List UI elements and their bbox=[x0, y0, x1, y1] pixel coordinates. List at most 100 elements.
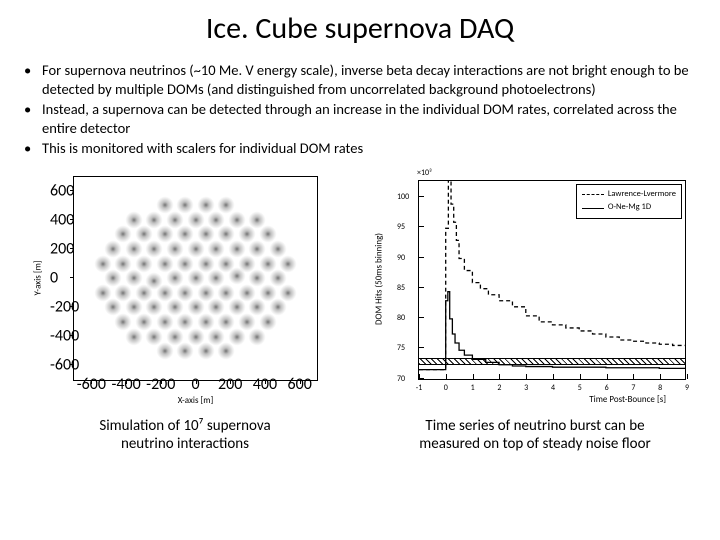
scatter-point bbox=[193, 305, 198, 310]
y-tick-label: -400 bbox=[50, 327, 79, 346]
x-tick-label: 3 bbox=[524, 383, 528, 393]
scatter-point bbox=[183, 319, 188, 324]
legend-swatch-solid bbox=[582, 208, 604, 209]
scatter-point bbox=[234, 217, 239, 222]
scatter-point bbox=[152, 334, 157, 339]
scatter-point bbox=[224, 232, 229, 237]
legend-label: O-Ne-Mg 1D bbox=[608, 201, 651, 215]
x-tick-label: 5 bbox=[578, 383, 582, 393]
x-tick-label: 0 bbox=[444, 383, 448, 393]
y-tick-label: 95 bbox=[397, 222, 405, 232]
y-tick-label: 100 bbox=[397, 192, 409, 202]
scatter-point bbox=[255, 217, 260, 222]
x-tick-label: 9 bbox=[685, 383, 689, 393]
y-tick-label: 0 bbox=[50, 269, 58, 288]
timeseries-figure: ×10³ Lawrence-Lvermore O-Ne-Mg 1D Time P… bbox=[370, 166, 700, 453]
scatter-point bbox=[224, 290, 229, 295]
scatter-point bbox=[224, 261, 229, 266]
bullet-item: • Instead, a supernova can be detected t… bbox=[20, 100, 700, 137]
scatter-point bbox=[203, 203, 208, 208]
scatter-point bbox=[183, 349, 188, 354]
y-tick-label: 400 bbox=[50, 211, 74, 230]
scatter-point bbox=[141, 319, 146, 324]
scatter-point bbox=[255, 247, 260, 252]
scatter-point bbox=[141, 232, 146, 237]
scatter-point bbox=[162, 261, 167, 266]
scatter-point bbox=[172, 217, 177, 222]
scatter-point bbox=[110, 305, 115, 310]
caption-line: measured on top of steady noise floor bbox=[419, 435, 650, 453]
scatter-point bbox=[286, 290, 291, 295]
scatter-point bbox=[162, 290, 167, 295]
scatter-point bbox=[152, 247, 157, 252]
scatter-point bbox=[286, 261, 291, 266]
scatter-point bbox=[234, 334, 239, 339]
legend-item: Lawrence-Lvermore bbox=[582, 188, 676, 202]
scatter-point bbox=[121, 319, 126, 324]
caption-line: Time series of neutrino burst can be bbox=[425, 417, 644, 435]
x-tick-label: 400 bbox=[253, 375, 277, 394]
scatter-point bbox=[203, 290, 208, 295]
scatter-point bbox=[203, 261, 208, 266]
scatter-point bbox=[245, 261, 250, 266]
timeseries-plot: ×10³ Lawrence-Lvermore O-Ne-Mg 1D Time P… bbox=[370, 166, 700, 411]
scatter-point bbox=[183, 232, 188, 237]
y-tick-label: 75 bbox=[397, 343, 405, 353]
scatter-point bbox=[245, 290, 250, 295]
scatter-point bbox=[162, 232, 167, 237]
scatter-point bbox=[121, 290, 126, 295]
scatter-point bbox=[100, 261, 105, 266]
scatter-point bbox=[110, 247, 115, 252]
scatter-point bbox=[234, 305, 239, 310]
timeseries-caption: Time series of neutrino burst can be mea… bbox=[419, 417, 650, 453]
x-tick-label: 6 bbox=[605, 383, 609, 393]
scatter-point bbox=[100, 290, 105, 295]
scatter-point bbox=[214, 217, 219, 222]
x-tick-label: 200 bbox=[218, 375, 242, 394]
bullet-list: • For supernova neutrinos (~10 Me. V ene… bbox=[20, 61, 700, 158]
scatter-point bbox=[193, 217, 198, 222]
x-tick-label: -200 bbox=[146, 375, 175, 394]
scatter-point bbox=[172, 247, 177, 252]
scatter-point bbox=[255, 276, 260, 281]
scatter-point bbox=[255, 305, 260, 310]
bullet-mark: • bbox=[20, 139, 42, 158]
y-tick-label: 70 bbox=[397, 374, 405, 384]
bullet-item: • This is monitored with scalers for ind… bbox=[20, 139, 700, 158]
scatter-point bbox=[234, 273, 239, 278]
figures-container: X-axis [m] Y-axis [m] -600-400-200020040… bbox=[20, 166, 700, 453]
scatter-point bbox=[131, 217, 136, 222]
legend-item: O-Ne-Mg 1D bbox=[582, 201, 676, 215]
scatter-point bbox=[141, 290, 146, 295]
bullet-text: This is monitored with scalers for indiv… bbox=[42, 139, 700, 158]
x-tick-label: 1 bbox=[471, 383, 475, 393]
scatter-point bbox=[265, 290, 270, 295]
y-tick-label: -200 bbox=[50, 298, 79, 317]
x-tick-label: 7 bbox=[631, 383, 635, 393]
x-tick-label: 2 bbox=[497, 383, 501, 393]
scatter-point bbox=[172, 334, 177, 339]
x-tick-label: 8 bbox=[658, 383, 662, 393]
timeseries-axes: ×10³ Lawrence-Lvermore O-Ne-Mg 1D Time P… bbox=[418, 180, 686, 380]
scatter-point bbox=[152, 278, 157, 283]
scatter-point bbox=[203, 319, 208, 324]
scatter-point bbox=[172, 276, 177, 281]
scatter-point bbox=[121, 232, 126, 237]
scatter-axes: X-axis [m] Y-axis [m] -600-400-200020040… bbox=[73, 176, 318, 381]
scatter-point bbox=[110, 276, 115, 281]
bullet-text: For supernova neutrinos (~10 Me. V energ… bbox=[42, 61, 700, 98]
exponent-label: ×10³ bbox=[417, 168, 432, 178]
scatter-point bbox=[224, 203, 229, 208]
bullet-text: Instead, a supernova can be detected thr… bbox=[42, 100, 700, 137]
scatter-point bbox=[265, 319, 270, 324]
scatter-point bbox=[162, 349, 167, 354]
bullet-item: • For supernova neutrinos (~10 Me. V ene… bbox=[20, 61, 700, 98]
x-tick-label: -1 bbox=[416, 383, 423, 393]
x-tick-label: 4 bbox=[551, 383, 555, 393]
scatter-point bbox=[183, 261, 188, 266]
scatter-point bbox=[203, 232, 208, 237]
scatter-xlabel: X-axis [m] bbox=[178, 395, 214, 406]
legend-label: Lawrence-Lvermore bbox=[608, 188, 676, 202]
caption-line: neutrino interactions bbox=[121, 435, 249, 453]
scatter-point bbox=[276, 305, 281, 310]
